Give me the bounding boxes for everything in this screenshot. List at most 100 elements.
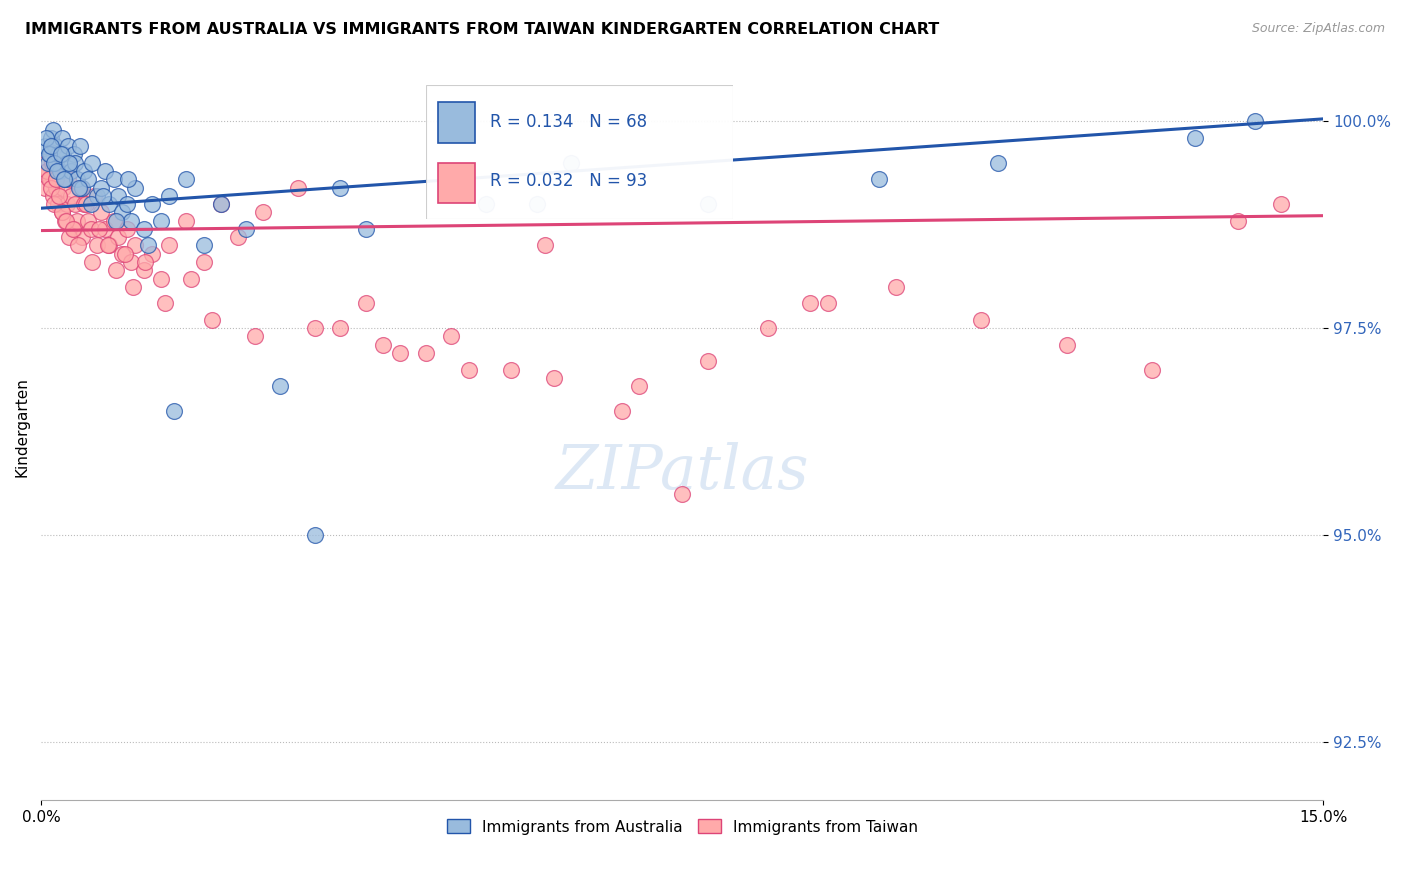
Point xyxy=(103,213,125,227)
Point xyxy=(149,271,172,285)
Point xyxy=(82,155,104,169)
Point xyxy=(42,197,65,211)
Point xyxy=(39,180,62,194)
Point xyxy=(58,230,80,244)
Point xyxy=(304,528,326,542)
Point xyxy=(111,246,134,260)
Point xyxy=(55,213,77,227)
Point xyxy=(111,205,134,219)
Point xyxy=(415,346,437,360)
Point xyxy=(371,337,394,351)
Point xyxy=(55,155,77,169)
Text: ZIPatlas: ZIPatlas xyxy=(555,442,808,502)
Point xyxy=(149,213,172,227)
Y-axis label: Kindergarten: Kindergarten xyxy=(15,377,30,477)
Point xyxy=(132,222,155,236)
Point xyxy=(86,238,108,252)
Point xyxy=(304,321,326,335)
Point xyxy=(46,164,69,178)
Point xyxy=(39,139,62,153)
Point xyxy=(48,189,70,203)
Point xyxy=(58,172,80,186)
Point xyxy=(134,255,156,269)
Point xyxy=(868,172,890,186)
Point xyxy=(440,329,463,343)
Point xyxy=(269,379,291,393)
Point xyxy=(69,139,91,153)
Point xyxy=(51,205,73,219)
Point xyxy=(98,197,121,211)
Point xyxy=(35,131,58,145)
Point xyxy=(107,189,129,203)
Point xyxy=(73,197,96,211)
Point xyxy=(38,172,60,186)
Point xyxy=(38,147,60,161)
Point xyxy=(115,197,138,211)
Point xyxy=(38,147,60,161)
Point xyxy=(389,346,412,360)
Point xyxy=(65,197,87,211)
Point xyxy=(80,222,103,236)
Point xyxy=(1184,131,1206,145)
Text: Source: ZipAtlas.com: Source: ZipAtlas.com xyxy=(1251,22,1385,36)
Point xyxy=(35,164,58,178)
Point xyxy=(69,180,91,194)
Point xyxy=(44,139,66,153)
Point xyxy=(628,379,651,393)
Point xyxy=(1056,337,1078,351)
Point xyxy=(287,180,309,194)
Point xyxy=(55,197,77,211)
Point xyxy=(94,222,117,236)
Point xyxy=(124,238,146,252)
Point xyxy=(46,147,69,161)
Point xyxy=(799,296,821,310)
Point xyxy=(696,354,718,368)
Point xyxy=(105,213,128,227)
Point xyxy=(612,404,634,418)
Point xyxy=(66,172,89,186)
Point xyxy=(66,238,89,252)
Point xyxy=(105,263,128,277)
Point xyxy=(235,222,257,236)
Point xyxy=(696,197,718,211)
Point xyxy=(157,238,180,252)
Point xyxy=(75,197,97,211)
Point xyxy=(884,280,907,294)
Point xyxy=(120,213,142,227)
Point xyxy=(153,296,176,310)
Point xyxy=(243,329,266,343)
Point xyxy=(543,371,565,385)
Point xyxy=(209,197,232,211)
Point xyxy=(560,155,582,169)
Point xyxy=(162,404,184,418)
Point xyxy=(141,197,163,211)
Point xyxy=(41,155,63,169)
Point xyxy=(41,131,63,145)
Point xyxy=(70,180,93,194)
Point xyxy=(120,255,142,269)
Point xyxy=(80,197,103,211)
Point xyxy=(176,172,198,186)
Point xyxy=(62,147,84,161)
Point xyxy=(474,197,496,211)
Point xyxy=(34,139,56,153)
Point xyxy=(44,164,66,178)
Legend: Immigrants from Australia, Immigrants from Taiwan: Immigrants from Australia, Immigrants fr… xyxy=(440,814,924,840)
Point xyxy=(89,222,111,236)
Point xyxy=(226,230,249,244)
Point xyxy=(90,205,112,219)
Point xyxy=(526,197,548,211)
Point xyxy=(157,189,180,203)
Point xyxy=(49,172,72,186)
Point xyxy=(66,213,89,227)
Point xyxy=(115,222,138,236)
Point xyxy=(141,246,163,260)
Point xyxy=(193,255,215,269)
Point xyxy=(501,362,523,376)
Point xyxy=(51,131,73,145)
Point xyxy=(42,155,65,169)
Point xyxy=(65,155,87,169)
Point xyxy=(534,238,557,252)
Point xyxy=(60,164,83,178)
Point xyxy=(329,180,352,194)
